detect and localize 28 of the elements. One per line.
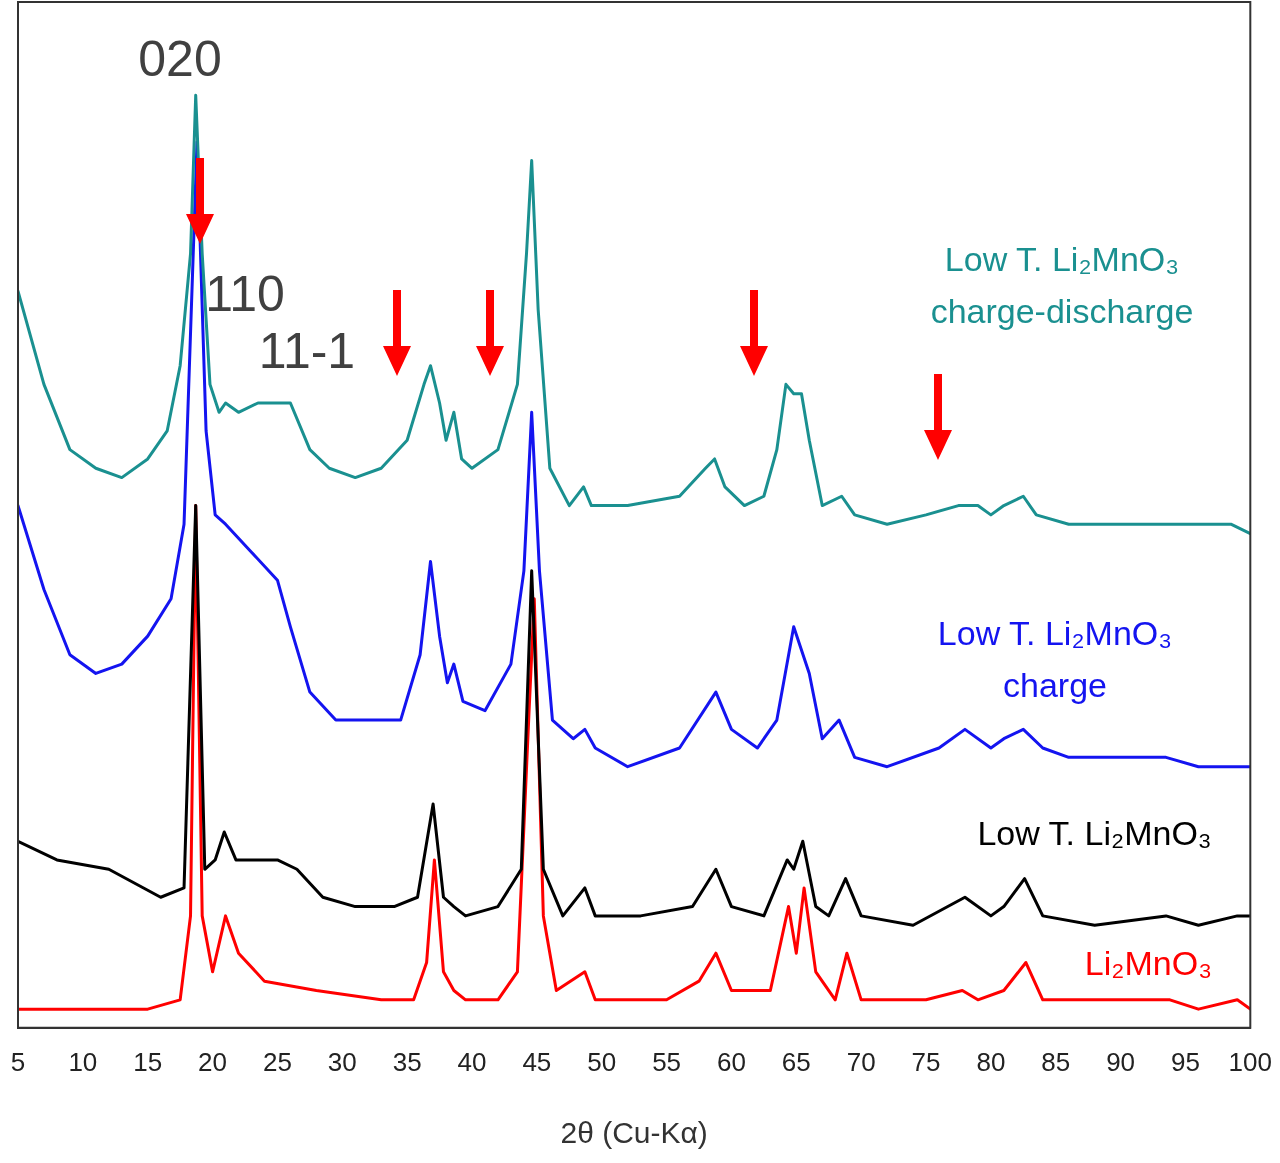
x-tick-label: 50 [587,1046,617,1077]
x-tick-label: 25 [262,1046,292,1077]
x-tick-label: 40 [457,1046,487,1077]
x-tick-label: 45 [522,1046,552,1077]
annotation: 11-1 [258,322,356,379]
series-label: Low T. Li₂MnO₃ [977,814,1212,853]
x-tick-label: 80 [976,1046,1006,1077]
x-tick-label: 75 [911,1046,941,1077]
x-tick-label: 70 [846,1046,876,1077]
x-tick-label: 85 [1041,1046,1071,1077]
x-tick-label: 95 [1170,1046,1200,1077]
x-tick-label: 65 [781,1046,811,1077]
text: 020 [138,30,222,87]
x-tick-label: 55 [652,1046,682,1077]
x-axis-title: 2θ (Cu-Kα) [560,1116,708,1150]
series-label: Li₂MnO₃ [1084,944,1212,983]
x-tick-label: 15 [133,1046,163,1077]
x-tick-label: 30 [327,1046,357,1077]
text: Low T. Li₂MnO₃ charge-discharge [930,240,1194,331]
x-tick-label: 20 [198,1046,228,1077]
x-tick-label: 100 [1228,1046,1273,1077]
series-label: Low T. Li₂MnO₃ charge [937,614,1173,705]
x-tick-label: 10 [68,1046,98,1077]
annotation: 110 [205,265,285,322]
x-tick-label: 60 [716,1046,746,1077]
x-tick-label: 90 [1106,1046,1136,1077]
x-tick-label: 35 [392,1046,422,1077]
x-tick-label: 5 [10,1046,26,1077]
